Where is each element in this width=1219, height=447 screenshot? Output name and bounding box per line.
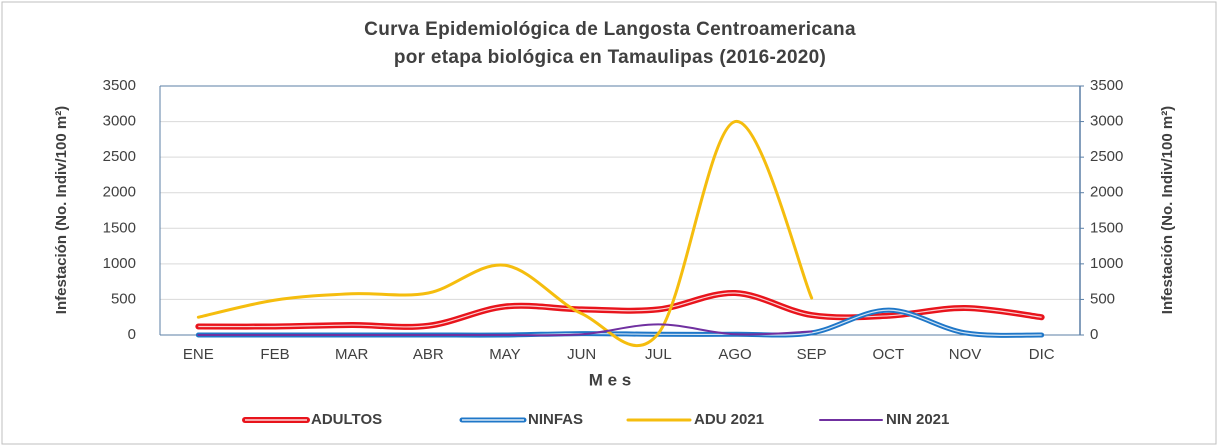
y2-tick-label: 1500 — [1090, 219, 1123, 236]
legend-label: ADULTOS — [311, 411, 382, 428]
y-tick-label: 1500 — [103, 219, 136, 236]
y-tick-label: 2500 — [103, 148, 136, 165]
y2-tick-label: 3500 — [1090, 77, 1123, 94]
y2-tick-label: 3000 — [1090, 113, 1123, 130]
x-tick-label: DIC — [1029, 346, 1055, 363]
x-tick-label: JUN — [567, 346, 596, 363]
y2-tick-label: 2000 — [1090, 184, 1123, 201]
x-tick-label: AGO — [718, 346, 751, 363]
y2-tick-label: 1000 — [1090, 255, 1123, 272]
y-axis-label: Infestación (No. Indiv/100 m²) — [53, 106, 70, 314]
y-tick-label: 1000 — [103, 255, 136, 272]
x-tick-label: OCT — [872, 346, 904, 363]
legend-label: ADU 2021 — [694, 411, 764, 428]
x-tick-label: ENE — [183, 346, 214, 363]
x-tick-label: ABR — [413, 346, 444, 363]
y-tick-label: 500 — [111, 290, 136, 307]
x-tick-label: MAR — [335, 346, 369, 363]
x-tick-label: SEP — [797, 346, 827, 363]
x-tick-label: FEB — [260, 346, 289, 363]
x-tick-label: MAY — [489, 346, 520, 363]
y-tick-label: 3500 — [103, 77, 136, 94]
y2-tick-label: 0 — [1090, 326, 1098, 343]
series-line — [196, 120, 814, 348]
series-line-inner — [198, 292, 1042, 328]
y2-axis-label: Infestación (No. Indiv/100 m²) — [1159, 106, 1176, 314]
legend-label: NINFAS — [528, 411, 583, 428]
x-axis-label: M e s — [589, 370, 632, 389]
y2-tick-label: 500 — [1090, 290, 1115, 307]
series-line — [197, 323, 813, 337]
y-tick-label: 3000 — [103, 113, 136, 130]
legend-label: NIN 2021 — [886, 411, 949, 428]
x-tick-label: NOV — [949, 346, 982, 363]
y-tick-label: 2000 — [103, 184, 136, 201]
y-tick-label: 0 — [128, 326, 136, 343]
y2-tick-label: 2500 — [1090, 148, 1123, 165]
chart-title: Curva Epidemiológica de Langosta Centroa… — [364, 19, 856, 68]
x-tick-label: JUL — [645, 346, 672, 363]
